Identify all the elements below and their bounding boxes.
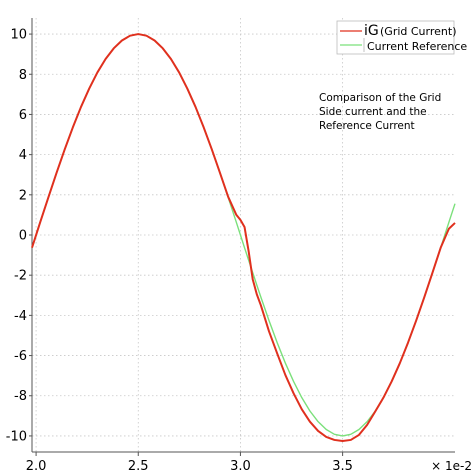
- grid-lines: [32, 18, 455, 452]
- legend: iG (Grid Current) Current Reference: [336, 20, 467, 55]
- series-line-grid-current: [31, 33, 456, 442]
- y-tick-label: 2: [19, 188, 27, 203]
- x-tick-label: 3.5: [332, 459, 353, 474]
- tick-labels: 2.0 2.5 3.0 3.5 10 8 6 4 2 0 -2 -4 -6 -8 -10: [6, 28, 353, 474]
- y-tick-label: 0: [19, 229, 27, 244]
- chart-annotation: Comparison of the Grid Side current and …: [319, 92, 441, 132]
- y-tick-label: 8: [19, 68, 27, 83]
- y-tick-label: -4: [14, 309, 27, 324]
- x-tick-label: 2.0: [26, 459, 47, 474]
- legend-label-reference: Current Reference: [367, 40, 467, 53]
- legend-label-ig-sub: (Grid Current): [380, 25, 456, 38]
- y-tick-label: 4: [19, 148, 27, 163]
- annotation-line-2: Side current and the: [319, 106, 427, 118]
- y-tick-label: -2: [14, 269, 27, 284]
- y-tick-label: -10: [6, 429, 27, 444]
- x-tick-label: 2.5: [128, 459, 149, 474]
- x-tick-label: 3.0: [230, 459, 251, 474]
- legend-box: [336, 20, 455, 55]
- legend-label-ig-main: iG: [364, 23, 379, 39]
- y-tick-label: -8: [14, 389, 27, 404]
- annotation-line-3: Reference Current: [319, 120, 415, 132]
- y-tick-label: 10: [10, 28, 27, 43]
- annotation-line-1: Comparison of the Grid: [319, 92, 441, 104]
- y-tick-label: -6: [14, 349, 27, 364]
- y-tick-label: 6: [19, 108, 27, 123]
- x-scale-label: × 1e-2: [431, 459, 472, 473]
- chart-axes: [31, 18, 455, 453]
- series-lines: [31, 33, 456, 442]
